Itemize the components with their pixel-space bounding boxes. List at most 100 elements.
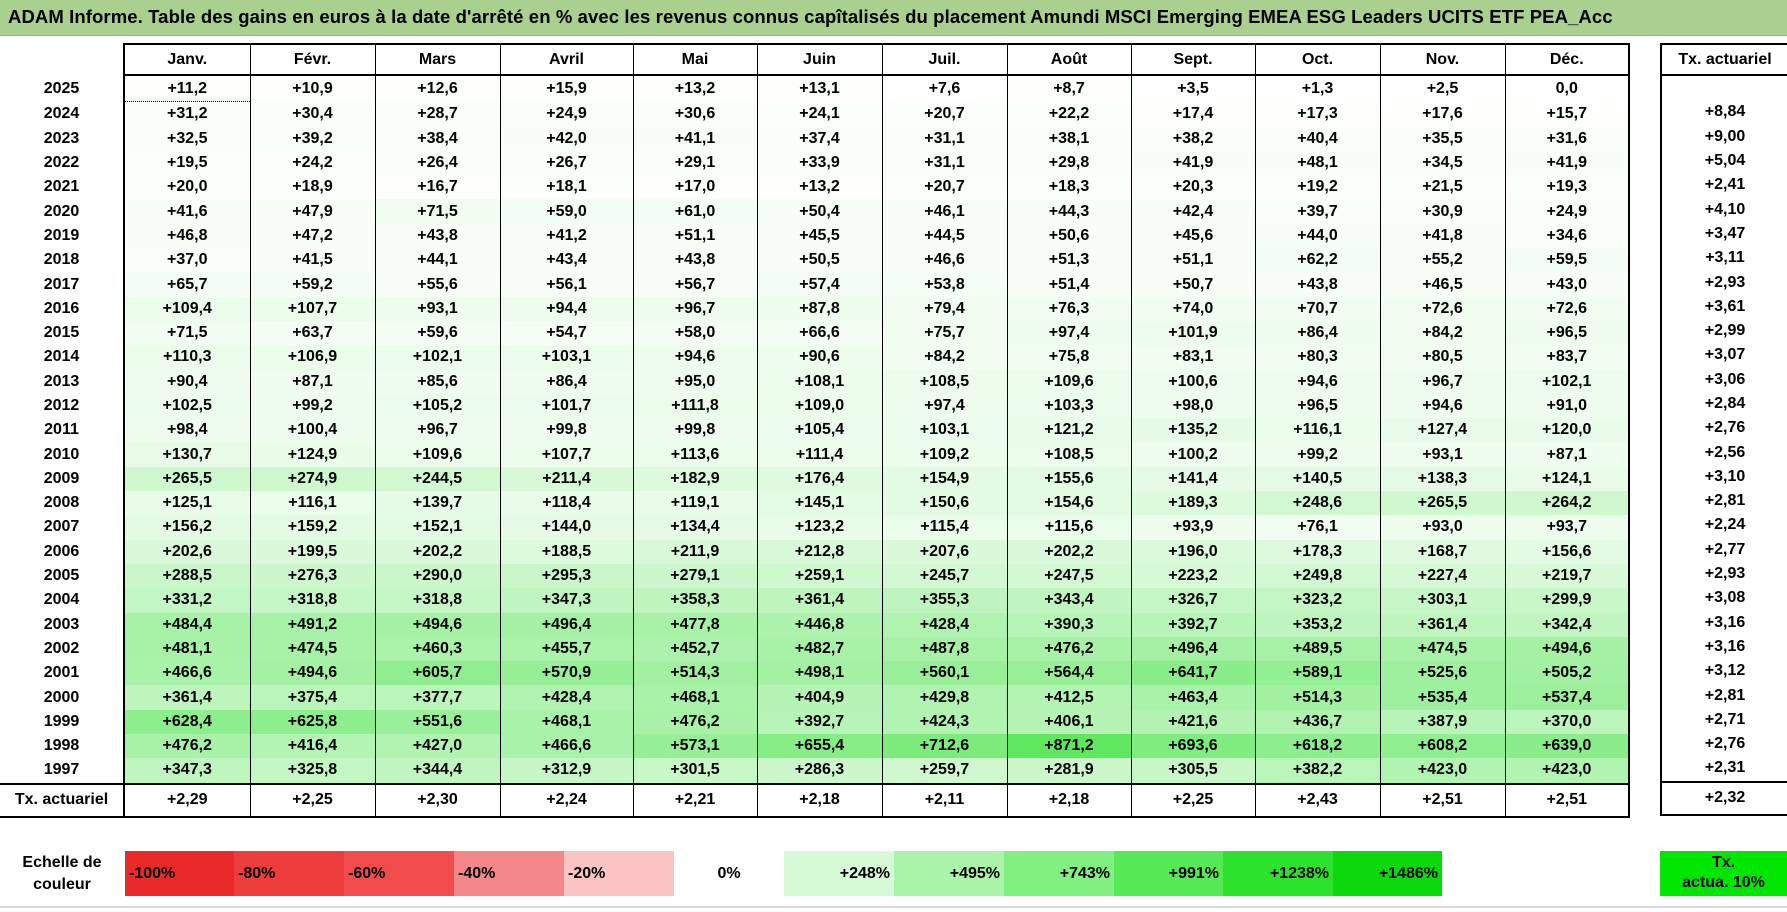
- gain-cell: +318,8: [250, 588, 376, 613]
- gain-cell: +124,9: [250, 442, 376, 467]
- gain-cell: +24,9: [1505, 199, 1630, 224]
- rate-cell: +3,11: [1660, 246, 1787, 271]
- gain-cell: +80,5: [1380, 345, 1506, 370]
- year-cell: 2004: [0, 588, 125, 613]
- tx-scale-label-2: actua. 10%: [1682, 874, 1765, 891]
- gain-cell: +87,1: [250, 369, 376, 394]
- table-row: 2000 +361,4 +375,4 +377,7 +428,4 +468,1 +404,9…: [0, 685, 1630, 710]
- rate-cell: +2,81: [1660, 683, 1787, 708]
- table-row: 2023 +32,5 +39,2 +38,4 +42,0 +41,1 +37,4 +31,1 +…: [0, 126, 1630, 151]
- gain-cell: +154,9: [882, 466, 1008, 492]
- gain-cell: +86,4: [500, 369, 634, 394]
- footer-label: Tx. actuariel: [0, 782, 125, 818]
- gain-cell: +141,4: [1131, 466, 1256, 492]
- year-cell: 2002: [0, 636, 125, 662]
- gain-cell: +113,6: [633, 442, 758, 467]
- year-cell: 2023: [0, 126, 125, 151]
- gain-cell: +45,5: [757, 223, 883, 249]
- table-row: 2003 +484,4 +491,2 +494,6 +496,4 +477,8 +446,8…: [0, 612, 1630, 637]
- gain-cell: +404,9: [757, 685, 883, 710]
- year-cell: 1999: [0, 709, 125, 735]
- footer-rate-cell: +2,30: [375, 782, 501, 818]
- gain-cell: +125,1: [124, 491, 251, 516]
- gain-cell: +31,2: [124, 101, 251, 127]
- gain-cell: +156,2: [124, 515, 251, 540]
- gain-cell: +477,8: [633, 612, 758, 637]
- gain-cell: +26,7: [500, 150, 634, 176]
- gain-cell: +41,2: [500, 223, 634, 249]
- gain-cell: +641,7: [1131, 661, 1256, 686]
- overall-rate: +2,32: [1660, 780, 1787, 816]
- table-row: 2005 +288,5 +276,3 +290,0 +295,3 +279,1 +259,1…: [0, 563, 1630, 589]
- gain-cell: +494,6: [250, 661, 376, 686]
- gain-cell: +130,7: [124, 442, 251, 467]
- year-cell: 2014: [0, 345, 125, 370]
- rate-cell: +3,16: [1660, 634, 1787, 660]
- table-row: 2014 +110,3 +106,9 +102,1 +103,1 +94,6 +90,6 +8…: [0, 345, 1630, 370]
- gain-cell: +75,7: [882, 320, 1008, 346]
- table-row: 2008 +125,1 +116,1 +139,7 +118,4 +119,1 +145,1…: [0, 491, 1630, 516]
- year-cell: 2008: [0, 491, 125, 516]
- gain-cell: +17,4: [1131, 101, 1256, 127]
- gain-cell: +50,7: [1131, 272, 1256, 297]
- gain-cell: +196,0: [1131, 539, 1256, 564]
- gain-cell: +59,6: [375, 320, 501, 346]
- gain-cell: +202,2: [375, 539, 501, 564]
- gain-cell: +38,2: [1131, 126, 1256, 151]
- gain-cell: +496,4: [1131, 636, 1256, 662]
- gain-cell: +51,4: [1007, 272, 1132, 297]
- gain-cell: +97,4: [882, 393, 1008, 419]
- gain-cell: 0,0: [1505, 75, 1630, 102]
- gain-cell: +18,3: [1007, 175, 1132, 200]
- gain-cell: +124,1: [1505, 466, 1630, 492]
- rate-cell: +9,00: [1660, 124, 1787, 149]
- gain-cell: +245,7: [882, 563, 1008, 589]
- scale-swatch: +495%: [894, 851, 1004, 896]
- gain-cell: +535,4: [1380, 685, 1506, 710]
- month-header-row: Janv. Févr. Mars Avril Mai Juin Juil. Août Sept.…: [0, 43, 1630, 76]
- gain-cell: +102,5: [124, 393, 251, 419]
- year-cell: 2018: [0, 248, 125, 273]
- gain-cell: +20,7: [882, 175, 1008, 200]
- gain-cell: +135,2: [1131, 418, 1256, 443]
- gain-cell: +211,9: [633, 539, 758, 564]
- table-row: 1999 +628,4 +625,8 +551,6 +468,1 +476,2 +392,7…: [0, 709, 1630, 735]
- rate-cell: +5,04: [1660, 148, 1787, 174]
- gain-cell: +108,1: [757, 369, 883, 394]
- gain-cell: +111,4: [757, 442, 883, 467]
- gain-cell: +98,0: [1131, 393, 1256, 419]
- gain-cell: +96,5: [1505, 320, 1630, 346]
- gain-cell: +412,5: [1007, 685, 1132, 710]
- gain-cell: +182,9: [633, 466, 758, 492]
- gain-cell: +38,1: [1007, 126, 1132, 151]
- gain-cell: +18,9: [250, 175, 376, 200]
- gain-cell: +44,0: [1255, 223, 1381, 249]
- gain-cell: +491,2: [250, 612, 376, 637]
- gain-cell: +427,0: [375, 734, 501, 759]
- gain-cell: +40,4: [1255, 126, 1381, 151]
- gain-cell: +24,1: [757, 101, 883, 127]
- month-header: Juil.: [881, 43, 1008, 76]
- table-row: 2022 +19,5 +24,2 +26,4 +26,7 +29,1 +33,9 +31,1 +…: [0, 150, 1630, 176]
- gain-cell: +115,4: [882, 515, 1008, 540]
- gain-cell: +223,2: [1131, 563, 1256, 589]
- gain-cell: +58,0: [633, 320, 758, 346]
- gain-cell: +103,3: [1007, 393, 1132, 419]
- table-row: 2013 +90,4 +87,1 +85,6 +86,4 +95,0 +108,1 +108,…: [0, 369, 1630, 394]
- month-header: Avril: [499, 43, 634, 76]
- gain-cell: +474,5: [250, 636, 376, 662]
- gain-cell: +428,4: [500, 685, 634, 710]
- scale-swatch: +1486%: [1333, 851, 1442, 896]
- year-cell: 2017: [0, 272, 125, 297]
- rate-cell: +2,99: [1660, 318, 1787, 344]
- gain-cell: +476,2: [633, 709, 758, 735]
- gains-table: Janv. Févr. Mars Avril Mai Juin Juil. Août Sept.…: [0, 43, 1630, 818]
- gain-cell: +59,2: [250, 272, 376, 297]
- gain-cell: +436,7: [1255, 709, 1381, 735]
- gain-cell: +279,1: [633, 563, 758, 589]
- gain-cell: +120,0: [1505, 418, 1630, 443]
- table-row: 2010 +130,7 +124,9 +109,6 +107,7 +113,6 +111,4…: [0, 442, 1630, 467]
- gain-cell: +45,6: [1131, 223, 1256, 249]
- gain-cell: +375,4: [250, 685, 376, 710]
- gain-cell: +8,7: [1007, 75, 1132, 102]
